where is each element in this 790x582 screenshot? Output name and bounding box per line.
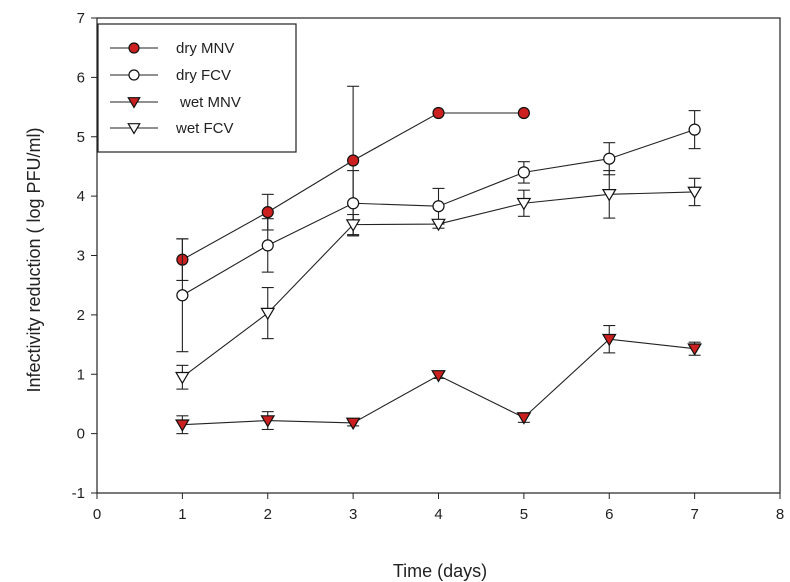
x-tick-label: 5 [520, 506, 528, 523]
series-dry-fcv [176, 110, 701, 353]
data-point [687, 186, 702, 200]
series-dry-mnv [176, 85, 530, 281]
data-point [432, 106, 445, 120]
legend-marker [128, 69, 140, 81]
y-tick-label: 7 [77, 10, 85, 27]
data-point [345, 219, 361, 232]
data-point [517, 166, 530, 179]
y-tick-label: 6 [77, 69, 85, 86]
data-point [603, 152, 616, 165]
y-tick-label: 5 [77, 129, 85, 146]
x-tick-label: 3 [349, 506, 357, 523]
axis-ticks: 0 1 2 3 4 5 6 7 8 -1 0 1 2 3 4 5 6 7 [72, 10, 785, 523]
data-point [176, 289, 189, 302]
data-point [175, 371, 190, 385]
data-point [516, 412, 532, 425]
data-point [431, 370, 446, 383]
x-tick-label: 2 [264, 506, 272, 523]
data-point [347, 154, 360, 167]
data-point [260, 415, 276, 428]
x-tick-label: 0 [93, 506, 101, 523]
data-point [260, 307, 276, 321]
x-tick-label: 7 [690, 506, 698, 523]
legend-label: wet FCV [175, 120, 234, 137]
y-tick-label: -1 [72, 485, 85, 502]
legend-label: dry MNV [176, 40, 234, 57]
legend-items: dry MNV dry FCV wet MNV wet FCV [110, 40, 241, 137]
x-axis-title: Time (days) [393, 561, 487, 581]
data-point [601, 189, 617, 202]
data-point [516, 197, 532, 211]
data-point [261, 239, 274, 252]
series-wet-fcv [175, 170, 702, 390]
data-point [517, 106, 530, 120]
legend-label: dry FCV [176, 67, 231, 84]
y-tick-label: 0 [77, 426, 85, 443]
data-point [347, 197, 360, 210]
y-axis-title: Infectivity reduction ( log PFU/ml) [24, 127, 44, 392]
legend: dry MNV dry FCV wet MNV wet FCV [97, 23, 297, 153]
data-point [431, 218, 446, 232]
data-point [687, 343, 702, 356]
y-tick-label: 3 [77, 248, 85, 265]
legend-marker [128, 42, 140, 54]
y-tick-label: 2 [77, 307, 85, 324]
series-wet-mnv [175, 325, 702, 435]
data-point [688, 123, 701, 136]
y-tick-label: 1 [77, 366, 85, 383]
legend-marker [127, 97, 141, 109]
data-point [345, 417, 361, 431]
data-point [175, 419, 190, 432]
y-tick-label: 4 [77, 188, 85, 205]
x-tick-label: 8 [776, 506, 784, 523]
series-layer [175, 85, 702, 435]
x-tick-label: 6 [605, 506, 613, 523]
x-tick-label: 4 [434, 506, 442, 523]
x-tick-label: 1 [178, 506, 186, 523]
legend-label: wet MNV [179, 94, 241, 111]
data-point [432, 200, 445, 213]
data-point [601, 333, 617, 347]
data-point [261, 206, 274, 219]
legend-marker [127, 123, 141, 135]
